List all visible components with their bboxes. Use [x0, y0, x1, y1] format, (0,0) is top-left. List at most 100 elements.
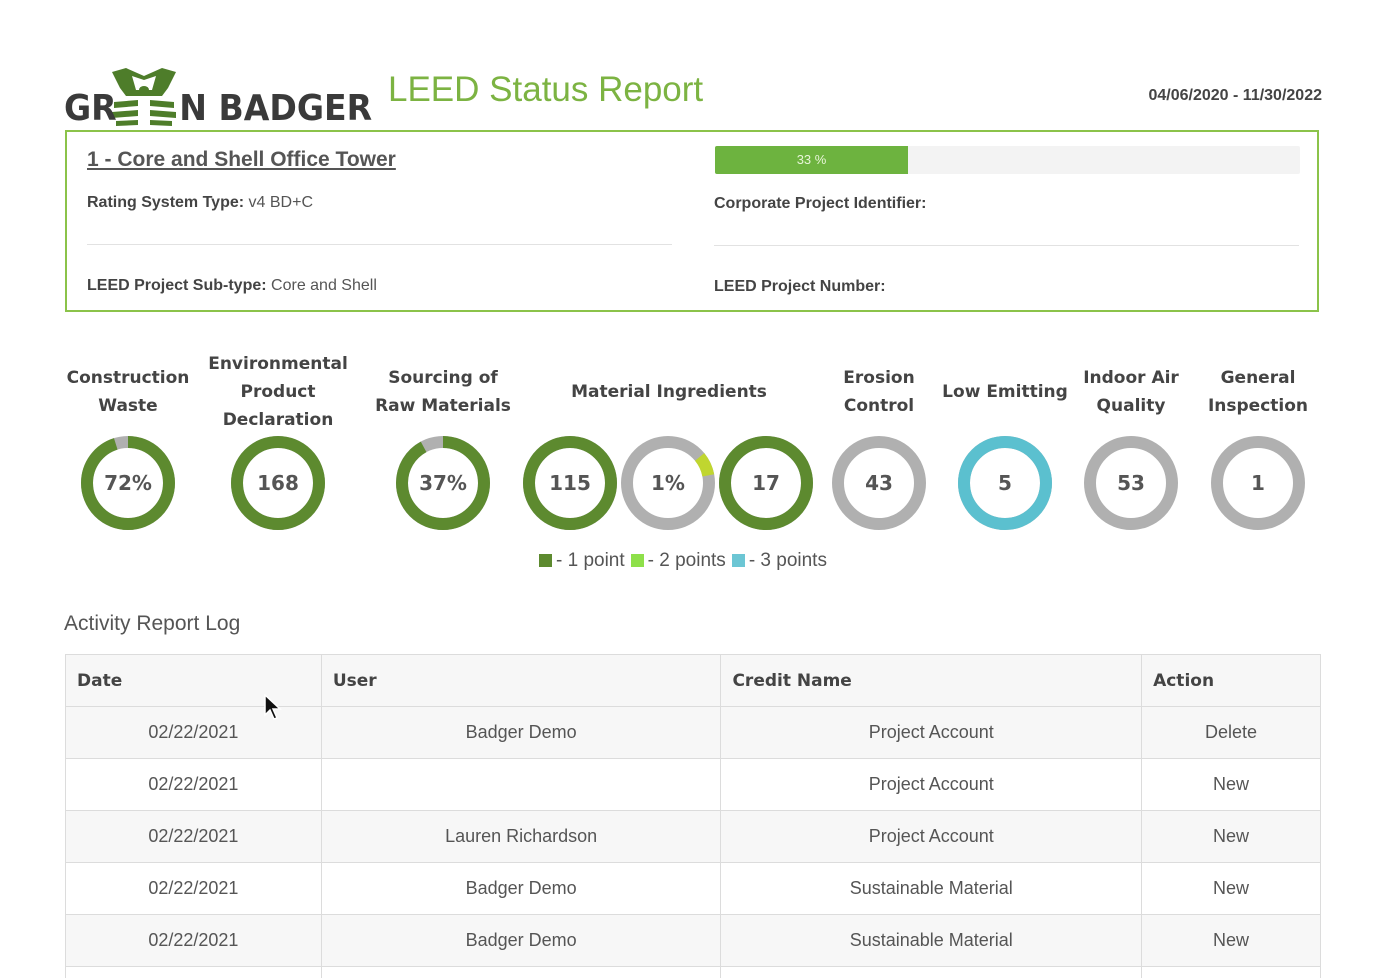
donut-value: 1 [1251, 471, 1265, 495]
project-number-field: LEED Project Number: [714, 278, 886, 296]
credit-donut-chart[interactable]: 1% [618, 433, 718, 533]
project-summary-box: 1 - Core and Shell Office Tower Rating S… [65, 130, 1319, 312]
project-name-link[interactable]: 1 - Core and Shell Office Tower [87, 148, 396, 171]
donut-value: 43 [865, 471, 893, 495]
donut-value: 5 [998, 471, 1012, 495]
project-progress-bar: 33 % [715, 146, 1300, 174]
table-cell: Badger Demo [320, 706, 722, 759]
table-row: 02/22/2021 Badger Demo Sustainable Materia… [65, 862, 1321, 915]
legend-swatch [539, 554, 552, 567]
table-cell: Project Account [720, 758, 1143, 811]
donut-value: 37% [419, 471, 467, 495]
table-cell: 02/22/2021 [65, 706, 322, 759]
legend-label: - 1 point [556, 550, 625, 571]
activity-log-title: Activity Report Log [64, 612, 241, 635]
table-cell [65, 966, 322, 978]
credit-category-label: Indoor Air Quality [1083, 364, 1179, 420]
donut-value: 53 [1117, 471, 1145, 495]
report-title: LEED Status Report [388, 70, 704, 109]
field-divider [714, 245, 1299, 246]
table-cell: 02/22/2021 [65, 862, 322, 915]
column-header[interactable]: Date [65, 654, 322, 707]
table-cell: Project Account [720, 706, 1143, 759]
credit-category-label: General Inspection [1208, 364, 1308, 420]
table-row: 02/22/2021 Badger Demo Project Account Dele… [65, 706, 1321, 759]
credit-donut-chart[interactable]: 168 [228, 433, 328, 533]
donut-track [832, 436, 926, 530]
donut-value: 115 [549, 471, 591, 495]
donut-value: 17 [752, 471, 780, 495]
credit-donut-chart[interactable]: 1 [1208, 433, 1308, 533]
credit-label-line: Material Ingredients [571, 382, 767, 402]
credit-label-line: Low Emitting [942, 382, 1068, 402]
credit-donut-chart[interactable]: 72% [78, 433, 178, 533]
rating-system-label: Rating System Type: [87, 194, 245, 211]
credit-donut-chart[interactable]: 115 [520, 433, 620, 533]
credit-label-line: General [1220, 368, 1296, 388]
logo-text-left: GR [64, 88, 117, 129]
column-header[interactable]: Action [1141, 654, 1321, 707]
credit-label-line: Indoor Air [1083, 368, 1179, 388]
credit-label-line: Control [843, 396, 915, 416]
progress-bar-fill: 33 % [715, 146, 909, 174]
credit-category-label: Sourcing of Raw Materials [375, 364, 511, 420]
credit-category-label: Environmental Product Declaration [208, 350, 348, 434]
table-row: 02/22/2021 Project Account New [65, 758, 1321, 811]
project-subtype-field: LEED Project Sub-type: Core and Shell [87, 277, 377, 295]
legend-swatch [630, 554, 644, 567]
table-cell: New [1141, 862, 1321, 915]
table-cell: Badger Demo [320, 914, 722, 967]
donut-progress-arc [396, 436, 490, 530]
credit-donut-chart[interactable]: 53 [1081, 433, 1181, 533]
points-legend: - 1 point - 2 points - 3 points [539, 550, 833, 572]
report-date-range: 04/06/2020 - 11/30/2022 [1148, 87, 1323, 104]
project-number-label: LEED Project Number: [714, 278, 886, 295]
project-subtype-value: Core and Shell [271, 277, 377, 294]
credit-donut-chart[interactable]: 43 [829, 433, 929, 533]
table-cell: 02/22/2021 [65, 810, 322, 863]
rating-system-value: v4 BD+C [248, 194, 313, 211]
donut-value: 72% [104, 471, 152, 495]
corporate-id-field: Corporate Project Identifier: [714, 195, 926, 213]
table-cell: New [1141, 810, 1321, 863]
donut-value: 168 [257, 471, 299, 495]
logo-wordmark: GR N BADGER [64, 88, 372, 129]
table-cell [720, 966, 1143, 978]
credit-label-line: Sourcing of [388, 368, 498, 388]
legend-label: - 3 points [748, 550, 827, 571]
table-cell: Sustainable Material [720, 914, 1143, 967]
credit-label-line: Erosion [843, 368, 915, 388]
donut-progress-arc [719, 436, 813, 530]
legend-label: - 2 points [647, 550, 726, 571]
legend-item: - 1 point [539, 550, 625, 571]
table-cell: Project Account [720, 810, 1143, 863]
credit-label-line: Declaration [222, 410, 334, 430]
column-header[interactable]: User [320, 654, 722, 707]
table-cell: 02/22/2021 [65, 758, 322, 811]
green-badger-logo[interactable]: GR N BADGER [64, 66, 372, 130]
table-cell: Sustainable Material [720, 862, 1143, 915]
credit-label-line: Environmental [208, 354, 348, 374]
table-cell [320, 966, 722, 978]
table-cell: Badger Demo [320, 862, 722, 915]
table-cell [320, 758, 722, 811]
table-cell: New [1141, 914, 1321, 967]
donut-progress-arc [523, 436, 617, 530]
credit-label-line: Raw Materials [375, 396, 511, 416]
column-header[interactable]: Credit Name [720, 654, 1143, 707]
legend-item: - 3 points [731, 550, 827, 571]
credit-donut-chart[interactable]: 37% [393, 433, 493, 533]
credit-label-line: Inspection [1207, 396, 1309, 416]
credit-label-line: Construction [66, 368, 190, 388]
credit-donut-chart[interactable]: 17 [716, 433, 816, 533]
field-divider [87, 244, 672, 245]
table-cell: Delete [1141, 706, 1321, 759]
credit-donut-chart[interactable]: 5 [955, 433, 1055, 533]
table-cell: New [1141, 758, 1321, 811]
credit-category-summary: Construction Waste 72% Environmental Product… [0, 340, 1386, 540]
credit-category-label: Erosion Control [843, 364, 914, 420]
credit-category-label: Material Ingredients [571, 378, 767, 406]
donut-value: 1% [651, 471, 685, 495]
donut-track [1084, 436, 1178, 530]
